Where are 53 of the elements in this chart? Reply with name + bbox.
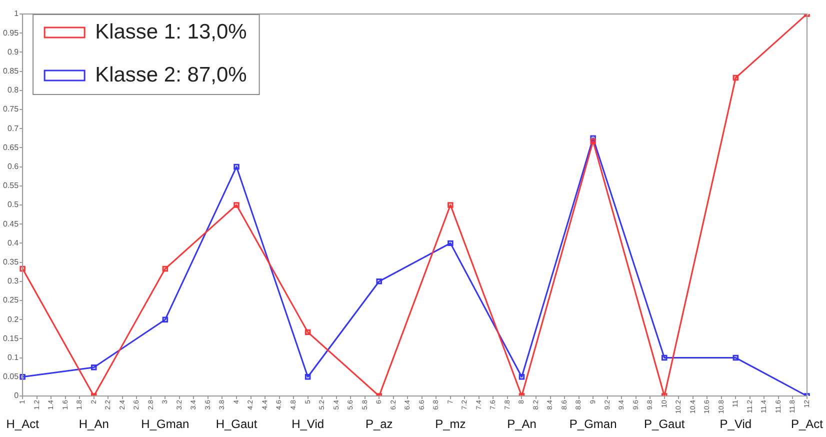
y-tick-label: 0.3: [7, 276, 20, 286]
y-tick-label: 0.8: [7, 86, 20, 95]
y-tick-label: 0.7: [7, 124, 20, 133]
x-tick-label: P_Act: [790, 417, 824, 432]
y-tick-label: 0.55: [2, 181, 20, 190]
x-tick-label: P_mz: [435, 417, 466, 432]
y-tick-label: 0.4: [7, 238, 20, 248]
point: [162, 316, 168, 322]
legend-label: Klasse 2: 87,0%: [95, 63, 247, 86]
point: [162, 266, 168, 272]
x-tick-label: P_az: [365, 417, 393, 432]
y-tick-label: 0.1: [7, 352, 20, 362]
y-tick-label: 0.65: [2, 142, 20, 152]
point: [20, 266, 26, 272]
x-tick-label: H_Vid: [292, 417, 324, 432]
y-tick-label: 0.85: [2, 66, 20, 76]
x-tick-label: P_Gaut: [644, 417, 686, 432]
point: [518, 374, 525, 380]
point: [304, 329, 311, 336]
point: [590, 138, 596, 144]
point: [376, 278, 382, 284]
y-tick-label: 0.95: [2, 28, 20, 38]
point: [234, 202, 240, 208]
point: [732, 74, 739, 81]
y-tick-label: 0.45: [2, 219, 20, 228]
x-tick-label: H_An: [78, 417, 109, 432]
point: [662, 354, 668, 361]
y-tick-label: 0.5: [7, 200, 20, 210]
point: [234, 164, 240, 170]
point: [20, 374, 26, 380]
x-tick-label: P_An: [507, 417, 536, 432]
point: [448, 240, 454, 246]
y-tick-label: 0: [14, 391, 20, 400]
x-tick-label: H_Act: [6, 417, 40, 432]
y-tick-label: 0.75: [2, 104, 20, 114]
y-tick-label: 0.05: [2, 372, 20, 382]
point: [732, 354, 739, 361]
y-tick-label: 1: [14, 9, 20, 18]
x-tick-label: H_Gaut: [216, 417, 258, 432]
y-tick-label: 0.6: [7, 162, 20, 171]
x-tick-label: H_Gman: [141, 417, 190, 432]
point: [91, 364, 97, 370]
point: [448, 202, 454, 208]
point: [304, 374, 311, 380]
x-tick-label: P_Gman: [569, 417, 617, 432]
y-tick-label: 0.2: [7, 314, 20, 324]
legend-label: Klasse 1: 13,0%: [95, 20, 247, 44]
y-tick-label: 0.25: [2, 296, 20, 305]
y-tick-label: 0.9: [7, 47, 20, 56]
y-tick-label: 0.15: [2, 334, 20, 343]
x-tick-label: P_Vid: [720, 417, 752, 432]
point: [590, 135, 596, 142]
y-tick-label: 0.35: [2, 257, 20, 266]
